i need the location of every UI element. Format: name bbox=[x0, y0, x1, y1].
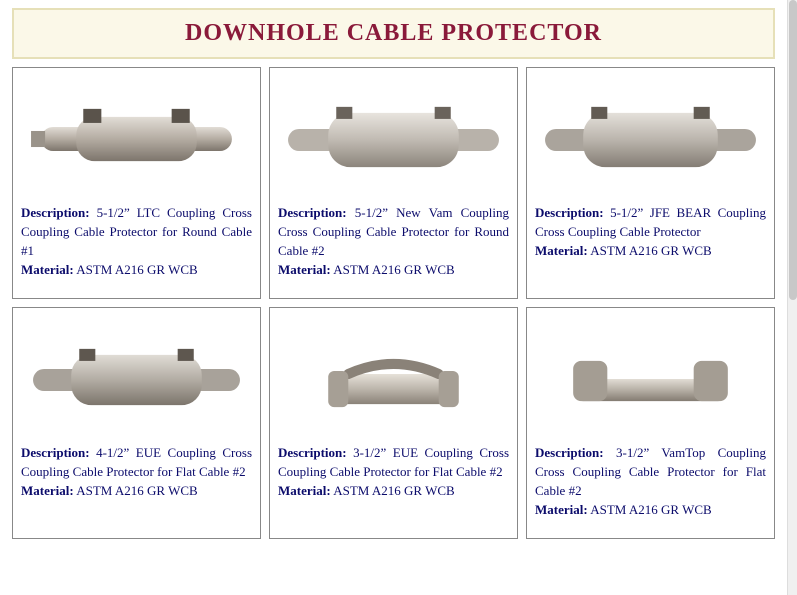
material-value: ASTM A216 GR WCB bbox=[590, 502, 711, 517]
product-image bbox=[21, 74, 252, 204]
material-value: ASTM A216 GR WCB bbox=[76, 483, 197, 498]
description-label: Description: bbox=[21, 205, 90, 220]
product-image bbox=[21, 314, 252, 444]
product-image bbox=[535, 74, 766, 204]
material-value: ASTM A216 GR WCB bbox=[333, 483, 454, 498]
product-image bbox=[278, 314, 509, 444]
description-label: Description: bbox=[278, 445, 347, 460]
scrollbar-thumb[interactable] bbox=[789, 0, 797, 300]
description-label: Description: bbox=[21, 445, 90, 460]
material-label: Material: bbox=[535, 243, 588, 258]
product-card: Description: 3-1/2” EUE Coupling Cross C… bbox=[269, 307, 518, 539]
product-grid: Description: 5-1/2” LTC Coupling Cross C… bbox=[12, 67, 775, 539]
product-text: Description: 4-1/2” EUE Coupling Cross C… bbox=[21, 444, 252, 501]
product-text: Description: 5-1/2” LTC Coupling Cross C… bbox=[21, 204, 252, 279]
material-label: Material: bbox=[21, 483, 74, 498]
product-card: Description: 3-1/2” VamTop Coupling Cros… bbox=[526, 307, 775, 539]
product-card: Description: 5-1/2” LTC Coupling Cross C… bbox=[12, 67, 261, 299]
product-text: Description: 5-1/2” JFE BEAR Coupling Cr… bbox=[535, 204, 766, 261]
vertical-scrollbar[interactable] bbox=[787, 0, 797, 595]
material-label: Material: bbox=[278, 262, 331, 277]
product-text: Description: 5-1/2” New Vam Coupling Cro… bbox=[278, 204, 509, 279]
material-value: ASTM A216 GR WCB bbox=[333, 262, 454, 277]
material-value: ASTM A216 GR WCB bbox=[76, 262, 197, 277]
product-image bbox=[535, 314, 766, 444]
material-label: Material: bbox=[278, 483, 331, 498]
description-label: Description: bbox=[278, 205, 347, 220]
product-text: Description: 3-1/2” VamTop Coupling Cros… bbox=[535, 444, 766, 519]
product-card: Description: 5-1/2” New Vam Coupling Cro… bbox=[269, 67, 518, 299]
title-bar: DOWNHOLE CABLE PROTECTOR bbox=[12, 8, 775, 59]
description-label: Description: bbox=[535, 205, 604, 220]
description-label: Description: bbox=[535, 445, 604, 460]
material-label: Material: bbox=[535, 502, 588, 517]
material-value: ASTM A216 GR WCB bbox=[590, 243, 711, 258]
material-label: Material: bbox=[21, 262, 74, 277]
product-card: Description: 5-1/2” JFE BEAR Coupling Cr… bbox=[526, 67, 775, 299]
page: DOWNHOLE CABLE PROTECTOR Description: 5-… bbox=[0, 0, 787, 539]
page-title: DOWNHOLE CABLE PROTECTOR bbox=[14, 20, 773, 47]
product-image bbox=[278, 74, 509, 204]
product-card: Description: 4-1/2” EUE Coupling Cross C… bbox=[12, 307, 261, 539]
product-text: Description: 3-1/2” EUE Coupling Cross C… bbox=[278, 444, 509, 501]
